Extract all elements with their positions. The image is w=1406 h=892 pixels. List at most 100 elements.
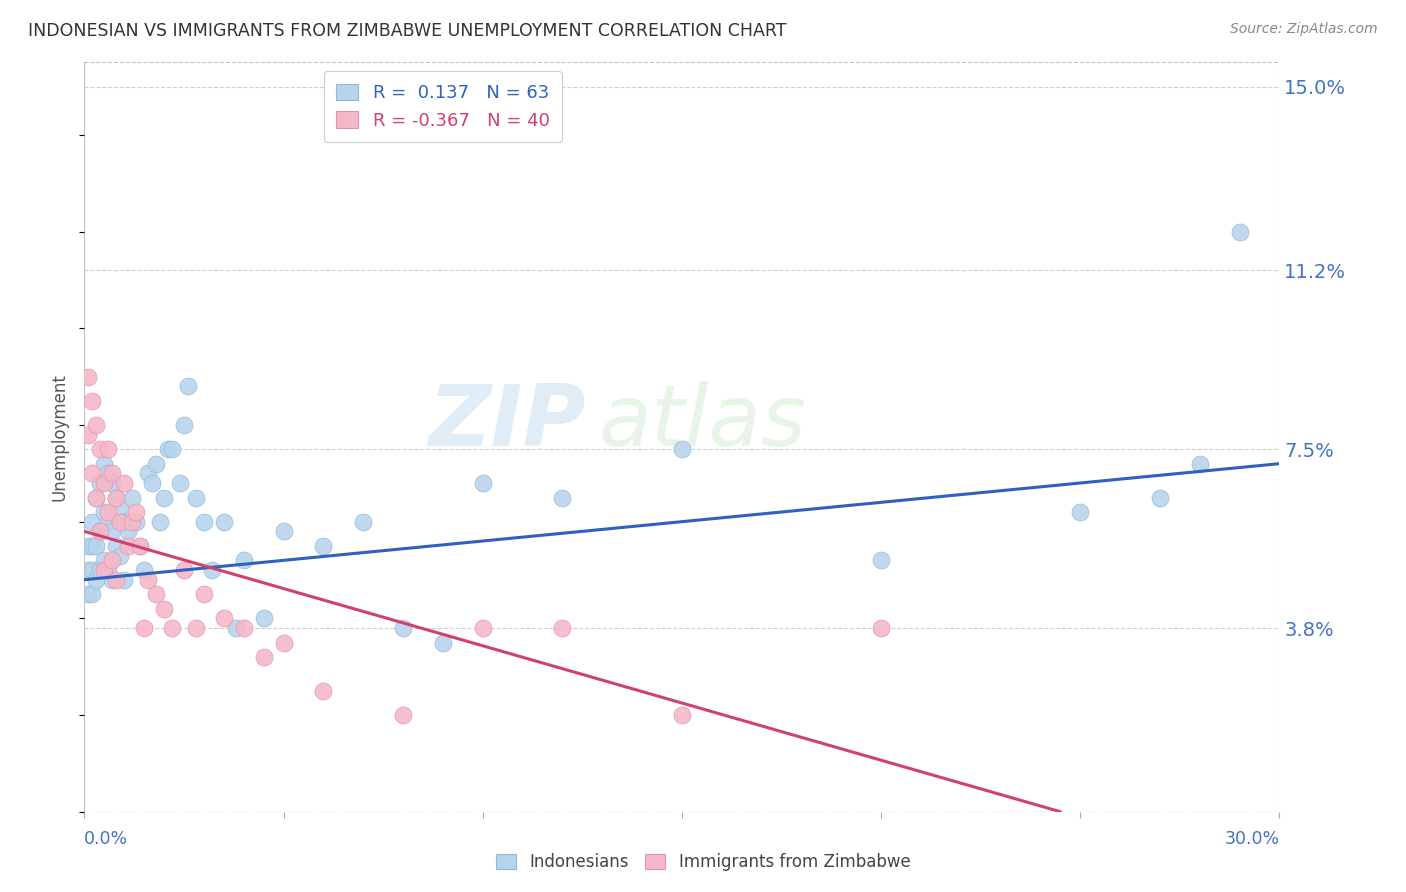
Point <box>97 467 120 481</box>
Text: 0.0%: 0.0% <box>84 830 128 848</box>
Point <box>89 475 111 490</box>
Point <box>117 539 139 553</box>
Point <box>105 491 128 505</box>
Point <box>125 515 148 529</box>
Point <box>97 515 120 529</box>
Point <box>110 549 132 563</box>
Point <box>132 563 156 577</box>
Point <box>93 505 115 519</box>
Point <box>184 491 207 505</box>
Point <box>273 524 295 539</box>
Point <box>870 553 893 567</box>
Point <box>1188 457 1211 471</box>
Point <box>173 563 195 577</box>
Point <box>132 621 156 635</box>
Point <box>212 515 235 529</box>
Point <box>93 457 115 471</box>
Point <box>101 573 124 587</box>
Point <box>671 442 693 457</box>
Point <box>149 515 172 529</box>
Point <box>312 539 335 553</box>
Point <box>82 539 104 553</box>
Text: 30.0%: 30.0% <box>1225 830 1279 848</box>
Point <box>86 491 108 505</box>
Point <box>77 369 100 384</box>
Point <box>253 650 276 665</box>
Point <box>86 491 108 505</box>
Point <box>157 442 180 457</box>
Point <box>105 573 128 587</box>
Point <box>112 573 135 587</box>
Point <box>89 442 111 457</box>
Point <box>117 524 139 539</box>
Point <box>125 505 148 519</box>
Point <box>392 708 415 723</box>
Point <box>105 539 128 553</box>
Point <box>129 539 152 553</box>
Point <box>184 621 207 635</box>
Text: Source: ZipAtlas.com: Source: ZipAtlas.com <box>1230 22 1378 37</box>
Point <box>471 621 494 635</box>
Point <box>671 708 693 723</box>
Point <box>129 539 152 553</box>
Point <box>432 635 454 649</box>
Point <box>193 515 215 529</box>
Point <box>86 539 108 553</box>
Point <box>160 621 183 635</box>
Point <box>110 500 132 515</box>
Point <box>160 442 183 457</box>
Point <box>551 621 574 635</box>
Point <box>225 621 247 635</box>
Point <box>312 684 335 698</box>
Point <box>82 563 104 577</box>
Point <box>232 621 254 635</box>
Point <box>97 563 120 577</box>
Point <box>145 587 167 601</box>
Point <box>145 457 167 471</box>
Point <box>77 539 100 553</box>
Point <box>870 621 893 635</box>
Point <box>93 563 115 577</box>
Point <box>1229 225 1251 239</box>
Point <box>82 515 104 529</box>
Point <box>82 467 104 481</box>
Point <box>86 417 108 432</box>
Point <box>82 393 104 408</box>
Point <box>253 611 276 625</box>
Point <box>169 475 191 490</box>
Point <box>471 475 494 490</box>
Point <box>232 553 254 567</box>
Point <box>121 491 143 505</box>
Point <box>551 491 574 505</box>
Point <box>101 524 124 539</box>
Point <box>173 417 195 432</box>
Point <box>77 587 100 601</box>
Point <box>193 587 215 601</box>
Point <box>392 621 415 635</box>
Point <box>89 524 111 539</box>
Point <box>212 611 235 625</box>
Point <box>77 563 100 577</box>
Point <box>89 563 111 577</box>
Text: INDONESIAN VS IMMIGRANTS FROM ZIMBABWE UNEMPLOYMENT CORRELATION CHART: INDONESIAN VS IMMIGRANTS FROM ZIMBABWE U… <box>28 22 786 40</box>
Point <box>153 601 176 615</box>
Point <box>93 553 115 567</box>
Point <box>201 563 224 577</box>
Point <box>177 379 200 393</box>
Point <box>136 573 159 587</box>
Point <box>89 524 111 539</box>
Y-axis label: Unemployment: Unemployment <box>51 373 69 501</box>
Point <box>105 491 128 505</box>
Point <box>112 515 135 529</box>
Point <box>1149 491 1171 505</box>
Point <box>141 475 163 490</box>
Text: atlas: atlas <box>599 381 806 464</box>
Text: ZIP: ZIP <box>429 381 586 464</box>
Point <box>82 587 104 601</box>
Point <box>101 553 124 567</box>
Point <box>121 515 143 529</box>
Point <box>101 467 124 481</box>
Point <box>352 515 374 529</box>
Point <box>93 475 115 490</box>
Point <box>97 505 120 519</box>
